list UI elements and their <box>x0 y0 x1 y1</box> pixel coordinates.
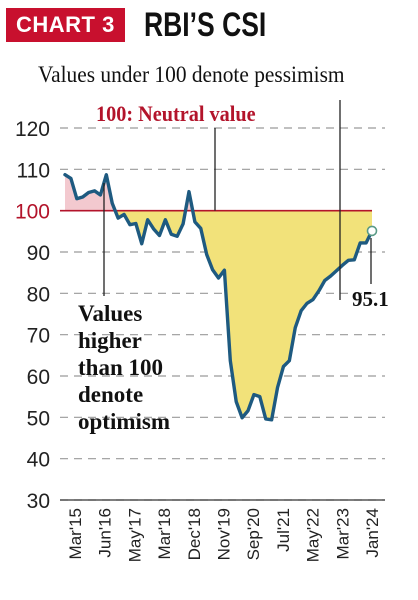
x-tick-label: Jan'24 <box>363 508 382 558</box>
data-point <box>75 197 79 200</box>
x-tick-label: Mar'23 <box>333 508 352 559</box>
data-point <box>111 202 114 205</box>
data-point <box>240 416 244 419</box>
x-tick-label: Mar'18 <box>155 508 174 559</box>
data-point <box>317 289 321 293</box>
latest-point-marker <box>366 225 378 237</box>
data-point <box>199 227 202 230</box>
neutral-value-label: 100: Neutral value <box>96 101 256 126</box>
data-point <box>258 395 262 398</box>
data-point <box>128 223 132 226</box>
data-point <box>175 235 179 238</box>
data-point <box>170 233 173 236</box>
data-point <box>264 417 267 421</box>
data-point <box>146 218 149 221</box>
x-tick-label: Jun'16 <box>96 508 115 558</box>
data-point <box>217 276 220 280</box>
data-point <box>63 173 67 176</box>
data-point <box>223 268 226 272</box>
y-tick-label: 50 <box>27 407 50 430</box>
data-point <box>329 274 332 278</box>
optimism-line: higher <box>78 328 142 353</box>
data-point <box>105 173 108 176</box>
data-point <box>116 216 120 220</box>
data-point <box>69 177 73 180</box>
y-tick-label: 60 <box>27 366 50 389</box>
data-point <box>140 242 143 245</box>
data-point <box>335 269 338 272</box>
y-tick-label: 90 <box>27 242 50 265</box>
data-point <box>158 234 161 237</box>
data-point <box>193 220 197 224</box>
data-point <box>323 279 326 282</box>
data-point <box>282 365 285 368</box>
data-point <box>347 259 350 262</box>
data-point <box>364 241 368 245</box>
x-tick-label: Jul'21 <box>274 508 293 552</box>
x-tick-label: May'22 <box>304 508 323 562</box>
data-point <box>229 359 232 362</box>
data-point <box>93 189 96 193</box>
data-point <box>353 258 356 262</box>
data-point <box>341 264 344 267</box>
data-point <box>358 241 362 245</box>
data-point <box>305 302 309 305</box>
chart-title: RBI’S CSI <box>144 6 267 44</box>
above-neutral-area <box>65 174 193 211</box>
series-line <box>60 173 378 422</box>
x-tick-label: Mar'15 <box>66 508 85 559</box>
data-point <box>246 409 250 412</box>
data-point <box>122 213 126 216</box>
optimism-annotation: Values higher than 100 denote optimism <box>78 300 170 435</box>
annotation-leaders <box>103 100 372 300</box>
data-point <box>181 222 185 226</box>
chart-number-tag: CHART 3 <box>6 8 125 42</box>
x-axis: Mar'15 Jun'16 May'17 Mar'18 Dec'18 Nov'19 Sep'… <box>60 499 385 562</box>
data-point <box>211 268 214 271</box>
x-tick-label: Sep'20 <box>244 508 263 560</box>
data-point <box>205 253 208 256</box>
data-point <box>299 309 303 312</box>
optimism-line: optimism <box>78 409 170 434</box>
data-point <box>294 326 297 329</box>
y-tick-label: 120 <box>15 118 50 141</box>
y-tick-label: 80 <box>27 283 50 306</box>
x-tick-label: May'17 <box>125 508 144 562</box>
below-neutral-area <box>115 210 373 420</box>
chart-header: CHART 3 RBI’S CSI <box>0 0 418 58</box>
data-point <box>187 190 191 193</box>
optimism-line: Values <box>78 301 143 326</box>
data-point <box>134 222 138 225</box>
optimism-line: denote <box>78 382 144 407</box>
y-tick-label: 40 <box>27 449 50 472</box>
data-point <box>311 298 315 301</box>
data-point <box>235 400 238 403</box>
y-tick-label: 70 <box>27 325 50 348</box>
y-tick-label: 110 <box>17 159 50 182</box>
data-point <box>252 393 256 396</box>
y-tick-label: 30 <box>27 490 50 513</box>
data-point <box>99 193 102 197</box>
data-point <box>276 386 279 389</box>
y-tick-label: 100 <box>15 201 50 224</box>
optimism-line: than 100 <box>78 355 163 380</box>
data-point <box>288 359 291 362</box>
data-point <box>164 218 167 221</box>
data-point <box>87 191 90 194</box>
x-tick-label: Dec'18 <box>185 508 204 560</box>
x-tick-label: Nov'19 <box>215 508 234 560</box>
area-fills <box>65 174 373 420</box>
y-axis: 30 40 50 60 70 80 90 100 110 120 <box>15 118 50 513</box>
data-point <box>270 418 273 422</box>
data-point <box>152 227 155 231</box>
data-point <box>81 195 84 199</box>
latest-value-label: 95.1 <box>352 287 389 311</box>
pessimism-annotation: Values under 100 denote pessimism <box>38 62 345 87</box>
